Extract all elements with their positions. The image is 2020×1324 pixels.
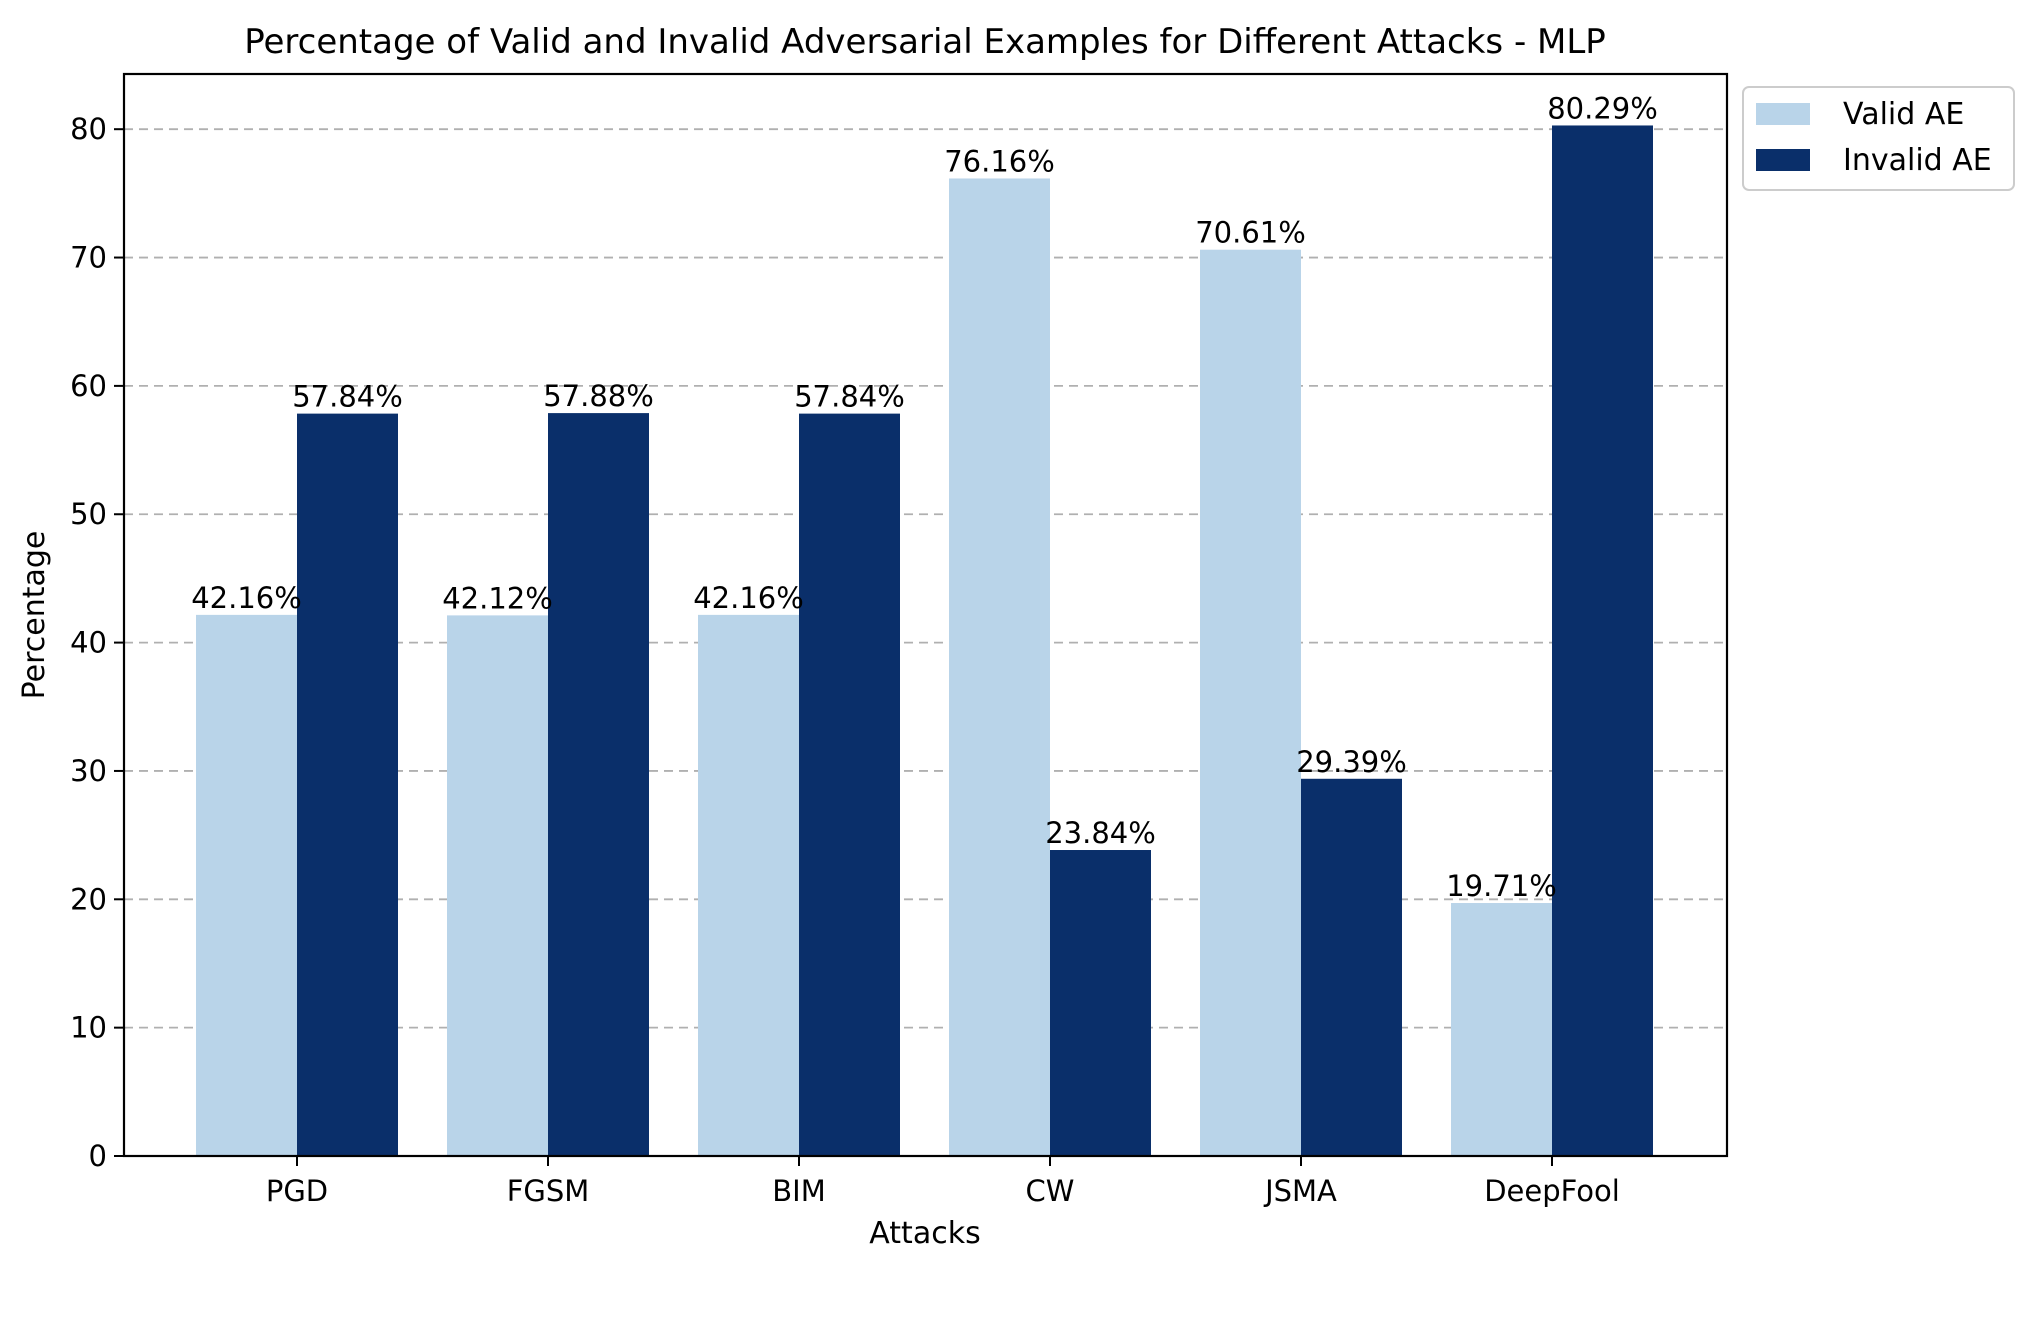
bar-valid-jsma xyxy=(1200,249,1301,1156)
data-label: 76.16% xyxy=(944,144,1055,178)
y-tick-label: 80 xyxy=(70,112,107,146)
x-tick-label: DeepFool xyxy=(1484,1174,1620,1208)
bar-invalid-bim xyxy=(799,413,900,1157)
bar-invalid-pgd xyxy=(297,413,398,1157)
legend-label-invalid: Invalid AE xyxy=(1843,143,1992,178)
y-tick-label: 60 xyxy=(70,369,107,403)
data-labels: 42.16% 57.84% 42.12% 57.88% 42.16% 57.84% 76.1… xyxy=(191,91,1658,903)
data-label: 70.61% xyxy=(1195,216,1306,250)
data-label: 57.84% xyxy=(292,380,403,414)
x-tick-label: PGD xyxy=(266,1174,328,1208)
bar-invalid-deepfool xyxy=(1552,125,1653,1157)
y-tick-label: 40 xyxy=(70,626,107,660)
bars xyxy=(196,125,1653,1157)
data-label: 42.12% xyxy=(442,581,553,615)
y-axis-label: Percentage xyxy=(17,531,52,700)
bar-valid-fgsm xyxy=(447,615,548,1156)
x-tick-label: CW xyxy=(1026,1174,1075,1208)
y-tick-label: 10 xyxy=(70,1011,107,1045)
y-tick-label: 50 xyxy=(70,497,107,531)
y-tick-label: 70 xyxy=(70,241,107,275)
legend-label-valid: Valid AE xyxy=(1843,97,1964,132)
plot-frame xyxy=(122,72,1729,1158)
legend: Valid AE Invalid AE xyxy=(1742,86,2015,191)
x-tick-label: FGSM xyxy=(507,1174,590,1208)
x-tick-label: BIM xyxy=(772,1174,825,1208)
bar-invalid-jsma xyxy=(1301,778,1402,1156)
bar-valid-deepfool xyxy=(1451,903,1552,1156)
data-label: 29.39% xyxy=(1296,745,1407,779)
data-label: 42.16% xyxy=(191,581,302,615)
bar-valid-bim xyxy=(698,614,799,1156)
x-axis: PGD FGSM BIM CW JSMA DeepFool xyxy=(266,1156,1620,1208)
bar-valid-cw xyxy=(949,178,1050,1157)
legend-frame xyxy=(1742,86,2015,191)
legend-swatch-invalid xyxy=(1756,149,1810,171)
y-axis: 0 10 20 30 40 50 60 70 80 xyxy=(70,112,124,1173)
y-tick-label: 0 xyxy=(89,1139,107,1173)
bar-valid-pgd xyxy=(196,614,297,1156)
legend-swatch-valid xyxy=(1756,103,1810,125)
y-tick-label: 20 xyxy=(70,882,107,916)
grid-lines xyxy=(124,128,1727,1029)
data-label: 19.71% xyxy=(1446,869,1557,903)
x-axis-label: Attacks xyxy=(869,1216,980,1251)
chart-title: Percentage of Valid and Invalid Adversar… xyxy=(244,22,1606,62)
data-label: 57.88% xyxy=(543,379,654,413)
bar-invalid-fgsm xyxy=(548,413,649,1157)
x-tick-label: JSMA xyxy=(1263,1174,1337,1208)
data-label: 57.84% xyxy=(794,380,905,414)
data-label: 23.84% xyxy=(1045,816,1156,850)
y-tick-label: 30 xyxy=(70,754,107,788)
data-label: 80.29% xyxy=(1547,91,1658,125)
bar-invalid-cw xyxy=(1050,850,1151,1156)
data-label: 42.16% xyxy=(693,581,804,615)
